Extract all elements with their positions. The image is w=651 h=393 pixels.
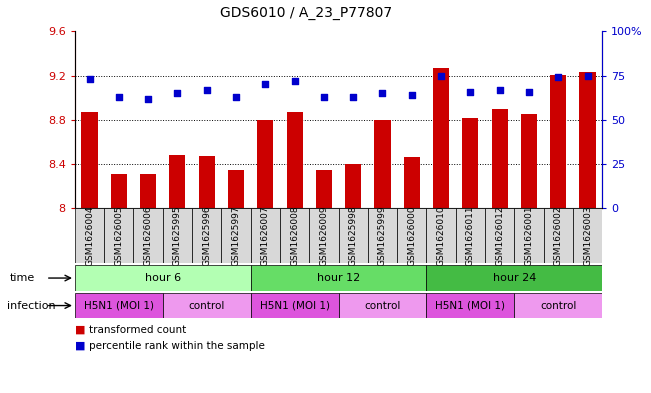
FancyBboxPatch shape (75, 293, 163, 318)
Text: infection: infection (7, 301, 55, 310)
Bar (345, 164, 361, 208)
Point (523, 88, 534, 95)
FancyBboxPatch shape (309, 208, 339, 263)
FancyBboxPatch shape (251, 293, 339, 318)
FancyBboxPatch shape (368, 208, 397, 263)
Text: GSM1626000: GSM1626000 (408, 206, 416, 266)
Bar (433, 68, 449, 208)
FancyBboxPatch shape (339, 293, 426, 318)
FancyBboxPatch shape (426, 265, 602, 291)
FancyBboxPatch shape (133, 208, 163, 263)
Point (260, 81, 271, 88)
FancyBboxPatch shape (221, 208, 251, 263)
Point (583, 72, 593, 79)
FancyBboxPatch shape (544, 208, 573, 263)
FancyBboxPatch shape (163, 293, 251, 318)
FancyBboxPatch shape (485, 208, 514, 263)
FancyBboxPatch shape (426, 208, 456, 263)
Text: control: control (189, 301, 225, 310)
Text: hour 12: hour 12 (317, 273, 360, 283)
Text: percentile rank within the sample: percentile rank within the sample (89, 341, 265, 351)
Text: GSM1625999: GSM1625999 (378, 206, 387, 266)
Text: GDS6010 / A_23_P77807: GDS6010 / A_23_P77807 (220, 6, 392, 20)
FancyBboxPatch shape (456, 208, 485, 263)
Bar (286, 112, 303, 208)
Point (85, 76, 95, 82)
Point (553, 74, 564, 81)
FancyBboxPatch shape (251, 208, 280, 263)
FancyBboxPatch shape (75, 208, 104, 263)
Point (231, 94, 242, 100)
Bar (579, 72, 596, 208)
Point (289, 78, 299, 84)
Point (173, 90, 183, 96)
Point (319, 94, 329, 100)
FancyBboxPatch shape (514, 208, 544, 263)
Bar (462, 118, 478, 208)
Text: GSM1625998: GSM1625998 (349, 206, 357, 266)
Point (143, 95, 154, 102)
Text: GSM1626010: GSM1626010 (437, 206, 445, 266)
Text: GSM1626008: GSM1626008 (290, 206, 299, 266)
Point (495, 86, 505, 93)
FancyBboxPatch shape (280, 208, 309, 263)
Text: time: time (10, 273, 35, 283)
Text: GSM1626003: GSM1626003 (583, 206, 592, 266)
Point (378, 90, 388, 96)
Text: hour 24: hour 24 (493, 273, 536, 283)
Text: control: control (540, 301, 576, 310)
Point (406, 92, 417, 98)
Bar (199, 156, 215, 208)
Bar (550, 75, 566, 208)
Text: GSM1626007: GSM1626007 (261, 206, 270, 266)
FancyBboxPatch shape (573, 208, 602, 263)
Point (202, 86, 212, 93)
Text: GSM1626001: GSM1626001 (525, 206, 533, 266)
FancyBboxPatch shape (104, 208, 133, 263)
Text: GSM1626002: GSM1626002 (554, 206, 562, 266)
Text: control: control (365, 301, 400, 310)
Point (348, 94, 358, 100)
Text: GSM1626005: GSM1626005 (115, 206, 123, 266)
Text: H5N1 (MOI 1): H5N1 (MOI 1) (84, 301, 154, 310)
Point (114, 94, 124, 100)
Text: GSM1626006: GSM1626006 (144, 206, 152, 266)
Text: GSM1626009: GSM1626009 (320, 206, 328, 266)
FancyBboxPatch shape (339, 208, 368, 263)
Bar (228, 170, 244, 208)
Bar (111, 174, 127, 208)
Bar (404, 158, 420, 208)
Text: ■: ■ (75, 341, 85, 351)
Bar (374, 120, 391, 208)
Text: GSM1625997: GSM1625997 (232, 206, 240, 266)
Bar (169, 155, 186, 208)
Bar (521, 114, 537, 208)
Bar (492, 109, 508, 208)
Bar (257, 120, 273, 208)
Text: ■: ■ (75, 325, 85, 335)
FancyBboxPatch shape (163, 208, 192, 263)
Point (465, 88, 476, 95)
FancyBboxPatch shape (192, 208, 221, 263)
FancyBboxPatch shape (397, 208, 426, 263)
FancyBboxPatch shape (251, 265, 426, 291)
Point (436, 72, 447, 79)
Text: GSM1625995: GSM1625995 (173, 206, 182, 266)
Bar (81, 112, 98, 208)
Text: GSM1625996: GSM1625996 (202, 206, 211, 266)
Text: hour 6: hour 6 (145, 273, 181, 283)
FancyBboxPatch shape (426, 293, 514, 318)
FancyBboxPatch shape (75, 265, 251, 291)
FancyBboxPatch shape (514, 293, 602, 318)
Text: GSM1626012: GSM1626012 (495, 206, 504, 266)
Text: GSM1626011: GSM1626011 (466, 206, 475, 266)
Text: H5N1 (MOI 1): H5N1 (MOI 1) (436, 301, 505, 310)
Text: GSM1626004: GSM1626004 (85, 206, 94, 266)
Bar (140, 174, 156, 208)
Text: H5N1 (MOI 1): H5N1 (MOI 1) (260, 301, 329, 310)
Bar (316, 170, 332, 208)
Text: transformed count: transformed count (89, 325, 186, 335)
